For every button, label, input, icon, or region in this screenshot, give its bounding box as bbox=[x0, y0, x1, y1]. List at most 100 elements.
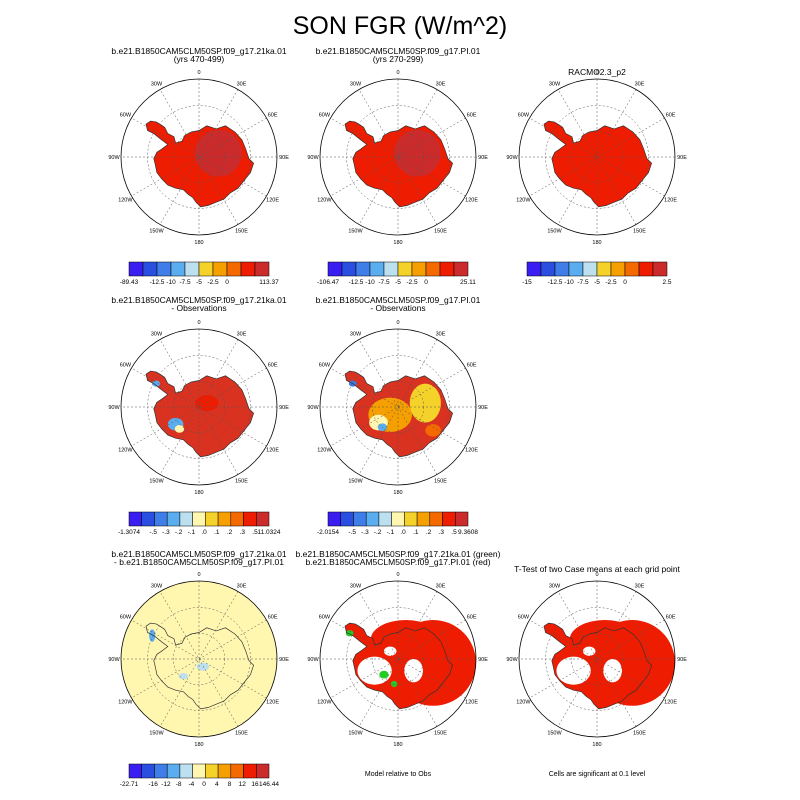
longitude-label: 60E bbox=[666, 113, 676, 119]
longitude-label: 0 bbox=[197, 320, 200, 326]
longitude-label: 0 bbox=[595, 70, 598, 76]
colorbar-cell bbox=[453, 261, 469, 277]
colorbar-cell bbox=[341, 261, 357, 277]
colorbar-cell bbox=[442, 511, 456, 527]
longitude-label: 90W bbox=[307, 155, 319, 161]
longitude-label: 90W bbox=[307, 657, 319, 663]
panel-note: Model relative to Obs bbox=[364, 771, 432, 778]
colorbar-label: .0 bbox=[201, 529, 207, 536]
longitude-label: 90E bbox=[279, 155, 289, 161]
colorbar-cell bbox=[256, 763, 270, 779]
longitude-label: 150W bbox=[348, 479, 363, 485]
longitude-label: 30W bbox=[151, 81, 163, 87]
white-region bbox=[556, 656, 591, 685]
continent bbox=[146, 371, 254, 457]
longitude-label: 0 bbox=[197, 572, 200, 578]
colorbar-cell bbox=[369, 261, 385, 277]
longitude-label: 60W bbox=[120, 363, 132, 369]
colorbar-cell bbox=[128, 511, 142, 527]
map-content bbox=[320, 79, 476, 235]
shade-region bbox=[195, 129, 242, 177]
colorbar-label: .2 bbox=[426, 529, 432, 536]
longitude-label: 30W bbox=[151, 583, 163, 589]
longitude-label: 60E bbox=[666, 615, 676, 621]
map-content bbox=[519, 581, 675, 737]
longitude-label: 90W bbox=[307, 405, 319, 411]
longitude-label: 180 bbox=[194, 490, 203, 496]
colorbar-label: 4 bbox=[215, 781, 219, 788]
colorbar-cell bbox=[254, 261, 270, 277]
colorbar-label: 16 bbox=[251, 781, 259, 788]
colorbar-label: -22.71 bbox=[120, 781, 139, 788]
longitude-label: 90E bbox=[478, 405, 488, 411]
colorbar-cell bbox=[142, 261, 158, 277]
colorbar-cell bbox=[383, 261, 399, 277]
blue-region bbox=[178, 673, 189, 680]
longitude-label: 90W bbox=[108, 405, 120, 411]
colorbar-cell bbox=[554, 261, 570, 277]
colorbar-cell bbox=[416, 511, 431, 527]
colorbar-cell bbox=[638, 261, 654, 277]
longitude-label: 90E bbox=[478, 155, 488, 161]
colorbar-cell bbox=[378, 511, 392, 527]
longitude-label: 0 bbox=[595, 572, 598, 578]
green-cell bbox=[379, 670, 389, 679]
colorbar-label: -12 bbox=[161, 781, 171, 788]
map-panel: 0 30E 60E 90E 120E 150E 180 150W 120W 90W 60W 30W -2… bbox=[307, 320, 488, 536]
panel-subtitle: (yrs 470-499) bbox=[173, 54, 225, 64]
longitude-label: 60E bbox=[268, 113, 278, 119]
yellow-region bbox=[174, 424, 185, 433]
white-region bbox=[603, 659, 622, 683]
longitude-label: 60E bbox=[467, 615, 477, 621]
map-border bbox=[518, 580, 676, 738]
colorbar-cell bbox=[212, 261, 228, 277]
longitude-label: 150W bbox=[547, 229, 562, 235]
longitude-label: 150E bbox=[434, 479, 447, 485]
longitude-label: 30E bbox=[635, 583, 645, 589]
colorbar-label: .2 bbox=[227, 529, 233, 536]
map-border bbox=[319, 78, 477, 236]
longitude-label: 120W bbox=[118, 700, 133, 706]
colorbar-cell bbox=[154, 763, 168, 779]
colorbar-label: 0 bbox=[202, 781, 206, 788]
colorbar-label: -2.5 bbox=[406, 279, 418, 286]
colorbar-label: -7.5 bbox=[179, 279, 191, 286]
meridian-line bbox=[159, 89, 239, 225]
map-panel: 0 30E 60E 90E 120E 150E 180 150W 120W 90W 60W 30W -1… bbox=[108, 320, 289, 536]
colorbar-label: -10 bbox=[365, 279, 375, 286]
colorbar-label: 9.3608 bbox=[458, 529, 478, 536]
colorbar-cell bbox=[240, 261, 256, 277]
meridian-line bbox=[358, 591, 438, 727]
white-region bbox=[383, 646, 397, 656]
longitude-label: 120E bbox=[266, 448, 279, 454]
colorbar-cell bbox=[217, 763, 232, 779]
colorbar-cell bbox=[154, 511, 168, 527]
colorbar-cell bbox=[141, 511, 155, 527]
colorbar-label: 8 bbox=[228, 781, 232, 788]
longitude-label: 150E bbox=[235, 479, 248, 485]
longitude-label: 60W bbox=[319, 615, 331, 621]
colorbar-label: -5 bbox=[594, 279, 600, 286]
longitude-label: 60W bbox=[518, 113, 530, 119]
longitude-label: 90E bbox=[677, 155, 687, 161]
white-region bbox=[582, 646, 596, 656]
longitude-label: 60W bbox=[120, 615, 132, 621]
longitude-label: 120W bbox=[118, 448, 133, 454]
colorbar-label: -1.3074 bbox=[118, 529, 140, 536]
longitude-label: 180 bbox=[194, 240, 203, 246]
longitude-label: 120E bbox=[664, 198, 677, 204]
blue-region bbox=[149, 629, 156, 642]
longitude-label: 60W bbox=[120, 113, 132, 119]
meridian-line bbox=[557, 591, 637, 727]
longitude-label: 90E bbox=[279, 405, 289, 411]
colorbar-cell bbox=[205, 511, 219, 527]
shade-region bbox=[593, 129, 640, 177]
colorbar-cell bbox=[404, 511, 418, 527]
colorbar-cell bbox=[582, 261, 598, 277]
longitude-label: 180 bbox=[592, 240, 601, 246]
panel-title: T-Test of two Case means at each grid po… bbox=[514, 564, 680, 574]
longitude-label: 30W bbox=[549, 81, 561, 87]
colorbar-label: -12.5 bbox=[150, 279, 165, 286]
colorbar-cell bbox=[179, 511, 193, 527]
longitude-label: 30E bbox=[237, 583, 247, 589]
